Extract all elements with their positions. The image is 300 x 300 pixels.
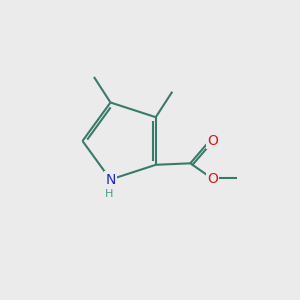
Text: N: N <box>105 172 116 187</box>
Text: O: O <box>207 172 218 186</box>
Text: O: O <box>207 134 218 148</box>
Text: H: H <box>105 189 113 199</box>
